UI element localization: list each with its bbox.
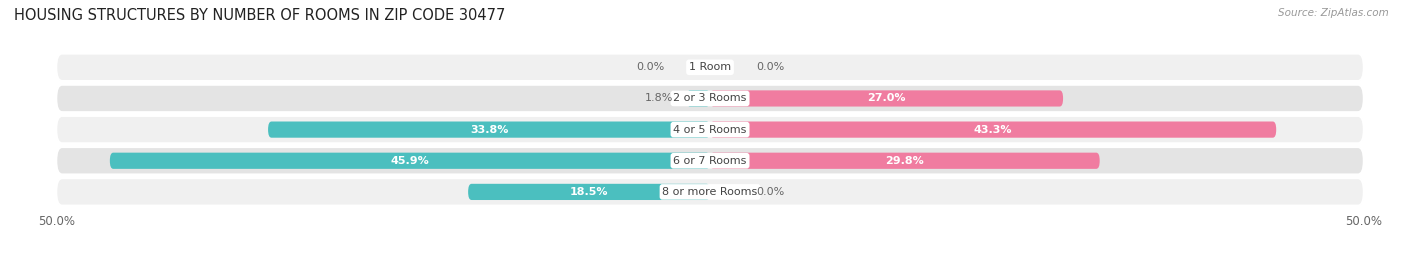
- Text: 8 or more Rooms: 8 or more Rooms: [662, 187, 758, 197]
- Text: 1 Room: 1 Room: [689, 62, 731, 72]
- Text: 33.8%: 33.8%: [470, 124, 508, 135]
- Text: Source: ZipAtlas.com: Source: ZipAtlas.com: [1278, 8, 1389, 18]
- Text: 2 or 3 Rooms: 2 or 3 Rooms: [673, 93, 747, 103]
- FancyBboxPatch shape: [686, 90, 710, 107]
- Text: 4 or 5 Rooms: 4 or 5 Rooms: [673, 124, 747, 135]
- Text: 6 or 7 Rooms: 6 or 7 Rooms: [673, 156, 747, 166]
- Text: 0.0%: 0.0%: [756, 62, 785, 72]
- Text: 1.8%: 1.8%: [645, 93, 673, 103]
- FancyBboxPatch shape: [269, 122, 710, 138]
- Text: 43.3%: 43.3%: [974, 124, 1012, 135]
- FancyBboxPatch shape: [710, 90, 1063, 107]
- Text: 0.0%: 0.0%: [636, 62, 664, 72]
- FancyBboxPatch shape: [710, 122, 1277, 138]
- FancyBboxPatch shape: [56, 53, 1364, 81]
- FancyBboxPatch shape: [110, 153, 710, 169]
- FancyBboxPatch shape: [710, 153, 1099, 169]
- Text: 27.0%: 27.0%: [868, 93, 905, 103]
- Legend: Owner-occupied, Renter-occupied: Owner-occupied, Renter-occupied: [583, 266, 837, 270]
- Text: 45.9%: 45.9%: [391, 156, 429, 166]
- Text: HOUSING STRUCTURES BY NUMBER OF ROOMS IN ZIP CODE 30477: HOUSING STRUCTURES BY NUMBER OF ROOMS IN…: [14, 8, 505, 23]
- FancyBboxPatch shape: [56, 116, 1364, 143]
- Text: 0.0%: 0.0%: [756, 187, 785, 197]
- FancyBboxPatch shape: [468, 184, 710, 200]
- Text: 29.8%: 29.8%: [886, 156, 924, 166]
- Text: 18.5%: 18.5%: [569, 187, 609, 197]
- FancyBboxPatch shape: [56, 85, 1364, 112]
- FancyBboxPatch shape: [56, 178, 1364, 206]
- FancyBboxPatch shape: [56, 147, 1364, 174]
